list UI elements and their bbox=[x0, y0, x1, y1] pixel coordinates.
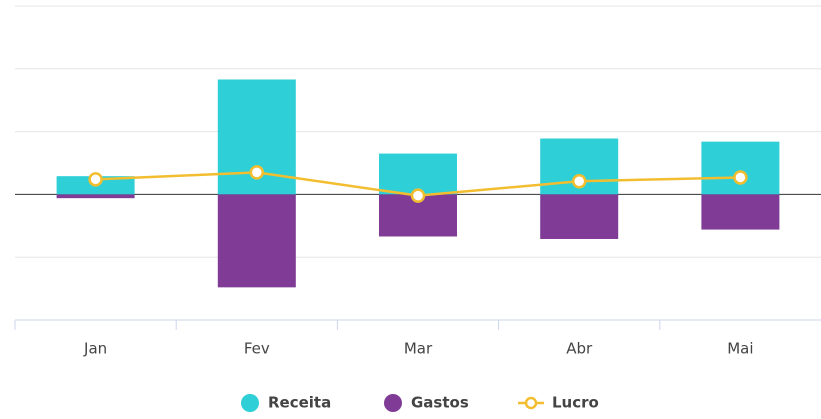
point bbox=[571, 173, 587, 189]
legend-marker bbox=[384, 394, 402, 412]
bar bbox=[56, 194, 135, 199]
x-tick-label: Jan bbox=[83, 340, 107, 358]
point bbox=[249, 165, 265, 180]
legend-label: Gastos bbox=[411, 394, 469, 412]
point bbox=[733, 170, 748, 185]
bar bbox=[701, 141, 780, 195]
bar bbox=[217, 194, 296, 288]
x-tick-label: Mai bbox=[727, 340, 753, 358]
bar bbox=[540, 194, 619, 239]
point bbox=[88, 172, 103, 187]
x-tick-label: Abr bbox=[566, 340, 593, 358]
x-tick-label: Fev bbox=[244, 340, 270, 358]
bar bbox=[701, 194, 780, 230]
point bbox=[410, 188, 426, 203]
bar bbox=[379, 153, 457, 195]
x-tick-label: Mar bbox=[404, 340, 433, 358]
legend-label: Receita bbox=[268, 394, 331, 412]
legend-marker bbox=[524, 396, 538, 410]
legend-label: Lucro bbox=[552, 394, 599, 412]
legend-marker bbox=[241, 394, 259, 412]
